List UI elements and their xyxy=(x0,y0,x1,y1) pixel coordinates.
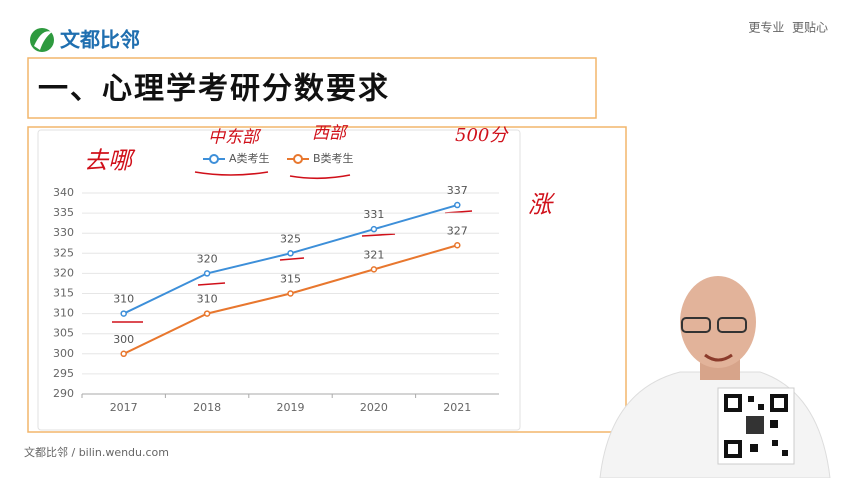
data-label: 331 xyxy=(363,208,384,221)
data-point xyxy=(287,250,294,257)
data-point xyxy=(203,270,211,277)
data-label: 321 xyxy=(363,248,384,261)
data-label: 310 xyxy=(197,293,218,306)
y-tick-label: 335 xyxy=(53,206,74,219)
data-label: 300 xyxy=(113,333,134,346)
content-frame xyxy=(27,126,627,433)
logo-text: 文都比邻 xyxy=(60,28,140,52)
data-point xyxy=(454,201,461,209)
x-tick-label: 2019 xyxy=(277,401,305,414)
data-point xyxy=(120,310,127,317)
data-label: 320 xyxy=(197,252,218,265)
slogan: 更专业 更贴心 xyxy=(748,20,828,35)
handwritten-note: 西部 xyxy=(312,124,349,144)
y-tick-label: 320 xyxy=(53,266,74,279)
y-tick-label: 330 xyxy=(53,226,74,239)
title-box xyxy=(27,57,597,119)
handwritten-note: 500分 xyxy=(455,125,509,146)
data-point xyxy=(203,310,211,317)
handwritten-note: 中东部 xyxy=(208,128,262,148)
footer: 文都比邻 / bilin.wendu.com xyxy=(24,445,169,459)
data-point xyxy=(370,225,378,233)
y-tick-label: 325 xyxy=(53,246,74,259)
chart-panel xyxy=(37,129,521,431)
data-point xyxy=(120,350,127,358)
handwritten-note: 涨 xyxy=(528,191,556,219)
y-tick-label: 310 xyxy=(53,307,74,320)
y-tick-label: 340 xyxy=(53,186,74,199)
data-point xyxy=(287,290,294,297)
x-tick-label: 2017 xyxy=(110,401,138,414)
data-label: 327 xyxy=(447,224,468,237)
data-point xyxy=(370,266,378,273)
x-tick-label: 2018 xyxy=(193,401,221,414)
data-point xyxy=(454,242,461,249)
y-tick-label: 315 xyxy=(53,287,74,300)
data-label: 315 xyxy=(280,273,301,286)
x-tick-label: 2020 xyxy=(360,401,388,414)
y-tick-label: 295 xyxy=(53,367,74,380)
legend-label: B类考生 xyxy=(313,151,354,165)
legend-marker xyxy=(293,154,303,164)
handwritten-note: 去哪 xyxy=(84,147,136,175)
data-label: 325 xyxy=(280,232,301,245)
legend-label: A类考生 xyxy=(229,151,270,165)
data-label: 310 xyxy=(113,293,134,306)
y-tick-label: 300 xyxy=(53,347,74,360)
data-label: 337 xyxy=(447,184,468,197)
x-tick-label: 2021 xyxy=(443,401,471,414)
slide-title: 一、心理学考研分数要求 xyxy=(38,72,390,107)
qr-code xyxy=(717,387,795,465)
y-tick-label: 305 xyxy=(53,327,74,340)
legend-marker xyxy=(209,154,219,164)
y-tick-label: 290 xyxy=(53,387,74,400)
logo-leaf xyxy=(34,31,52,50)
